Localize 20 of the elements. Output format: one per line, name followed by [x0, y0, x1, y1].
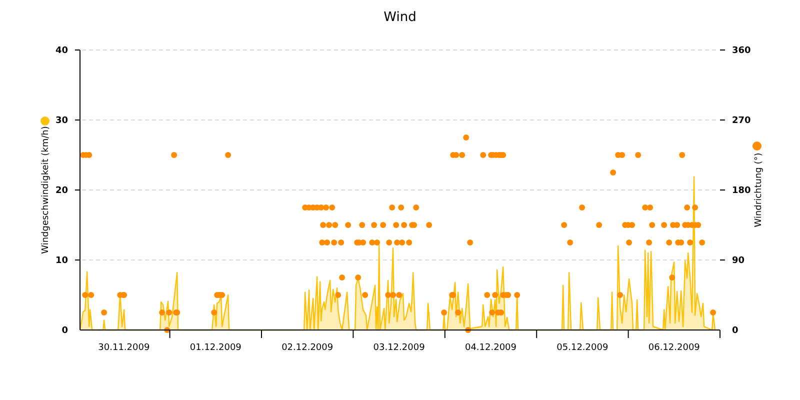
- x-tick-label: 01.12.2009: [190, 343, 242, 353]
- y2-tick-label: 180: [732, 186, 751, 196]
- y2-tick-label: 0: [732, 326, 738, 336]
- y2-tick-label: 90: [732, 256, 745, 266]
- y-axis-title: Windgeschwindigkeit (km/h): [41, 126, 51, 254]
- y-tick-label: 20: [55, 186, 68, 196]
- y-tick-label: 30: [55, 116, 68, 126]
- x-tick-label: 02.12.2009: [282, 343, 334, 353]
- x-tick-label: 30.11.2009: [98, 343, 150, 353]
- y2-tick-label: 270: [732, 116, 751, 126]
- y-tick-label: 10: [55, 256, 68, 266]
- y2-tick-label: 360: [732, 46, 751, 56]
- y2-axis-title: Windrichtung (°): [754, 152, 764, 228]
- chart-title: Wind: [384, 10, 416, 25]
- x-tick-label: 06.12.2009: [648, 343, 700, 353]
- x-tick-label: 03.12.2009: [373, 343, 426, 353]
- x-tick-label: 04.12.2009: [464, 343, 517, 353]
- y-tick-label: 0: [62, 326, 68, 336]
- y-tick-label: 40: [55, 46, 68, 56]
- x-tick-label: 05.12.2009: [556, 343, 608, 353]
